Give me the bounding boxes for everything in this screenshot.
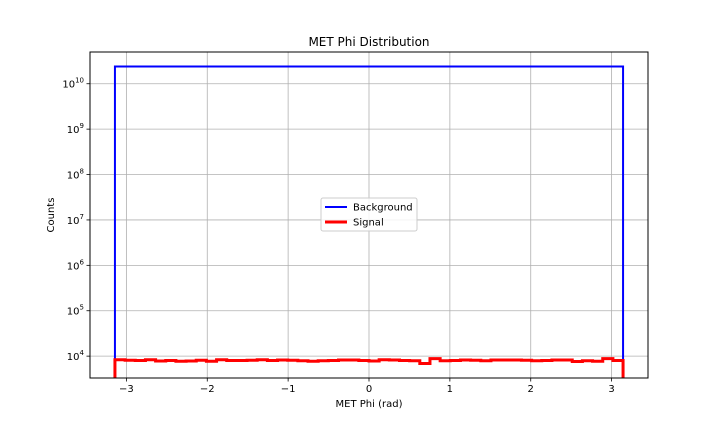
y-tick-label: 109	[67, 122, 84, 136]
y-tick-label: 106	[67, 258, 85, 272]
x-axis: −3 −2 −1 0 1 2 3	[119, 378, 615, 395]
y-tick-label: 104	[67, 349, 85, 363]
x-tick-label: 2	[528, 384, 534, 395]
legend-label-background: Background	[353, 203, 413, 214]
x-tick-label: 1	[447, 384, 453, 395]
legend-label-signal: Signal	[353, 218, 384, 229]
x-tick-label: −3	[119, 384, 134, 395]
chart-title: MET Phi Distribution	[308, 35, 429, 49]
x-tick-label: −2	[200, 384, 215, 395]
y-axis: 104 105 106 107 108 109 1010	[62, 77, 90, 363]
series-background-step	[113, 65, 625, 378]
y-tick-label: 1010	[62, 77, 84, 91]
y-tick-label: 107	[67, 213, 84, 227]
y-tick-label: 105	[67, 304, 84, 318]
series-layer	[113, 65, 625, 378]
x-tick-label: −1	[281, 384, 296, 395]
y-axis-label: Counts	[46, 198, 57, 233]
y-tick-label: 108	[67, 168, 84, 182]
x-axis-label: MET Phi (rad)	[336, 399, 403, 410]
legend: Background Signal	[320, 197, 418, 232]
x-tick-label: 0	[366, 384, 372, 395]
x-tick-label: 3	[608, 384, 614, 395]
series-signal-step	[113, 357, 625, 378]
grid	[90, 52, 648, 378]
